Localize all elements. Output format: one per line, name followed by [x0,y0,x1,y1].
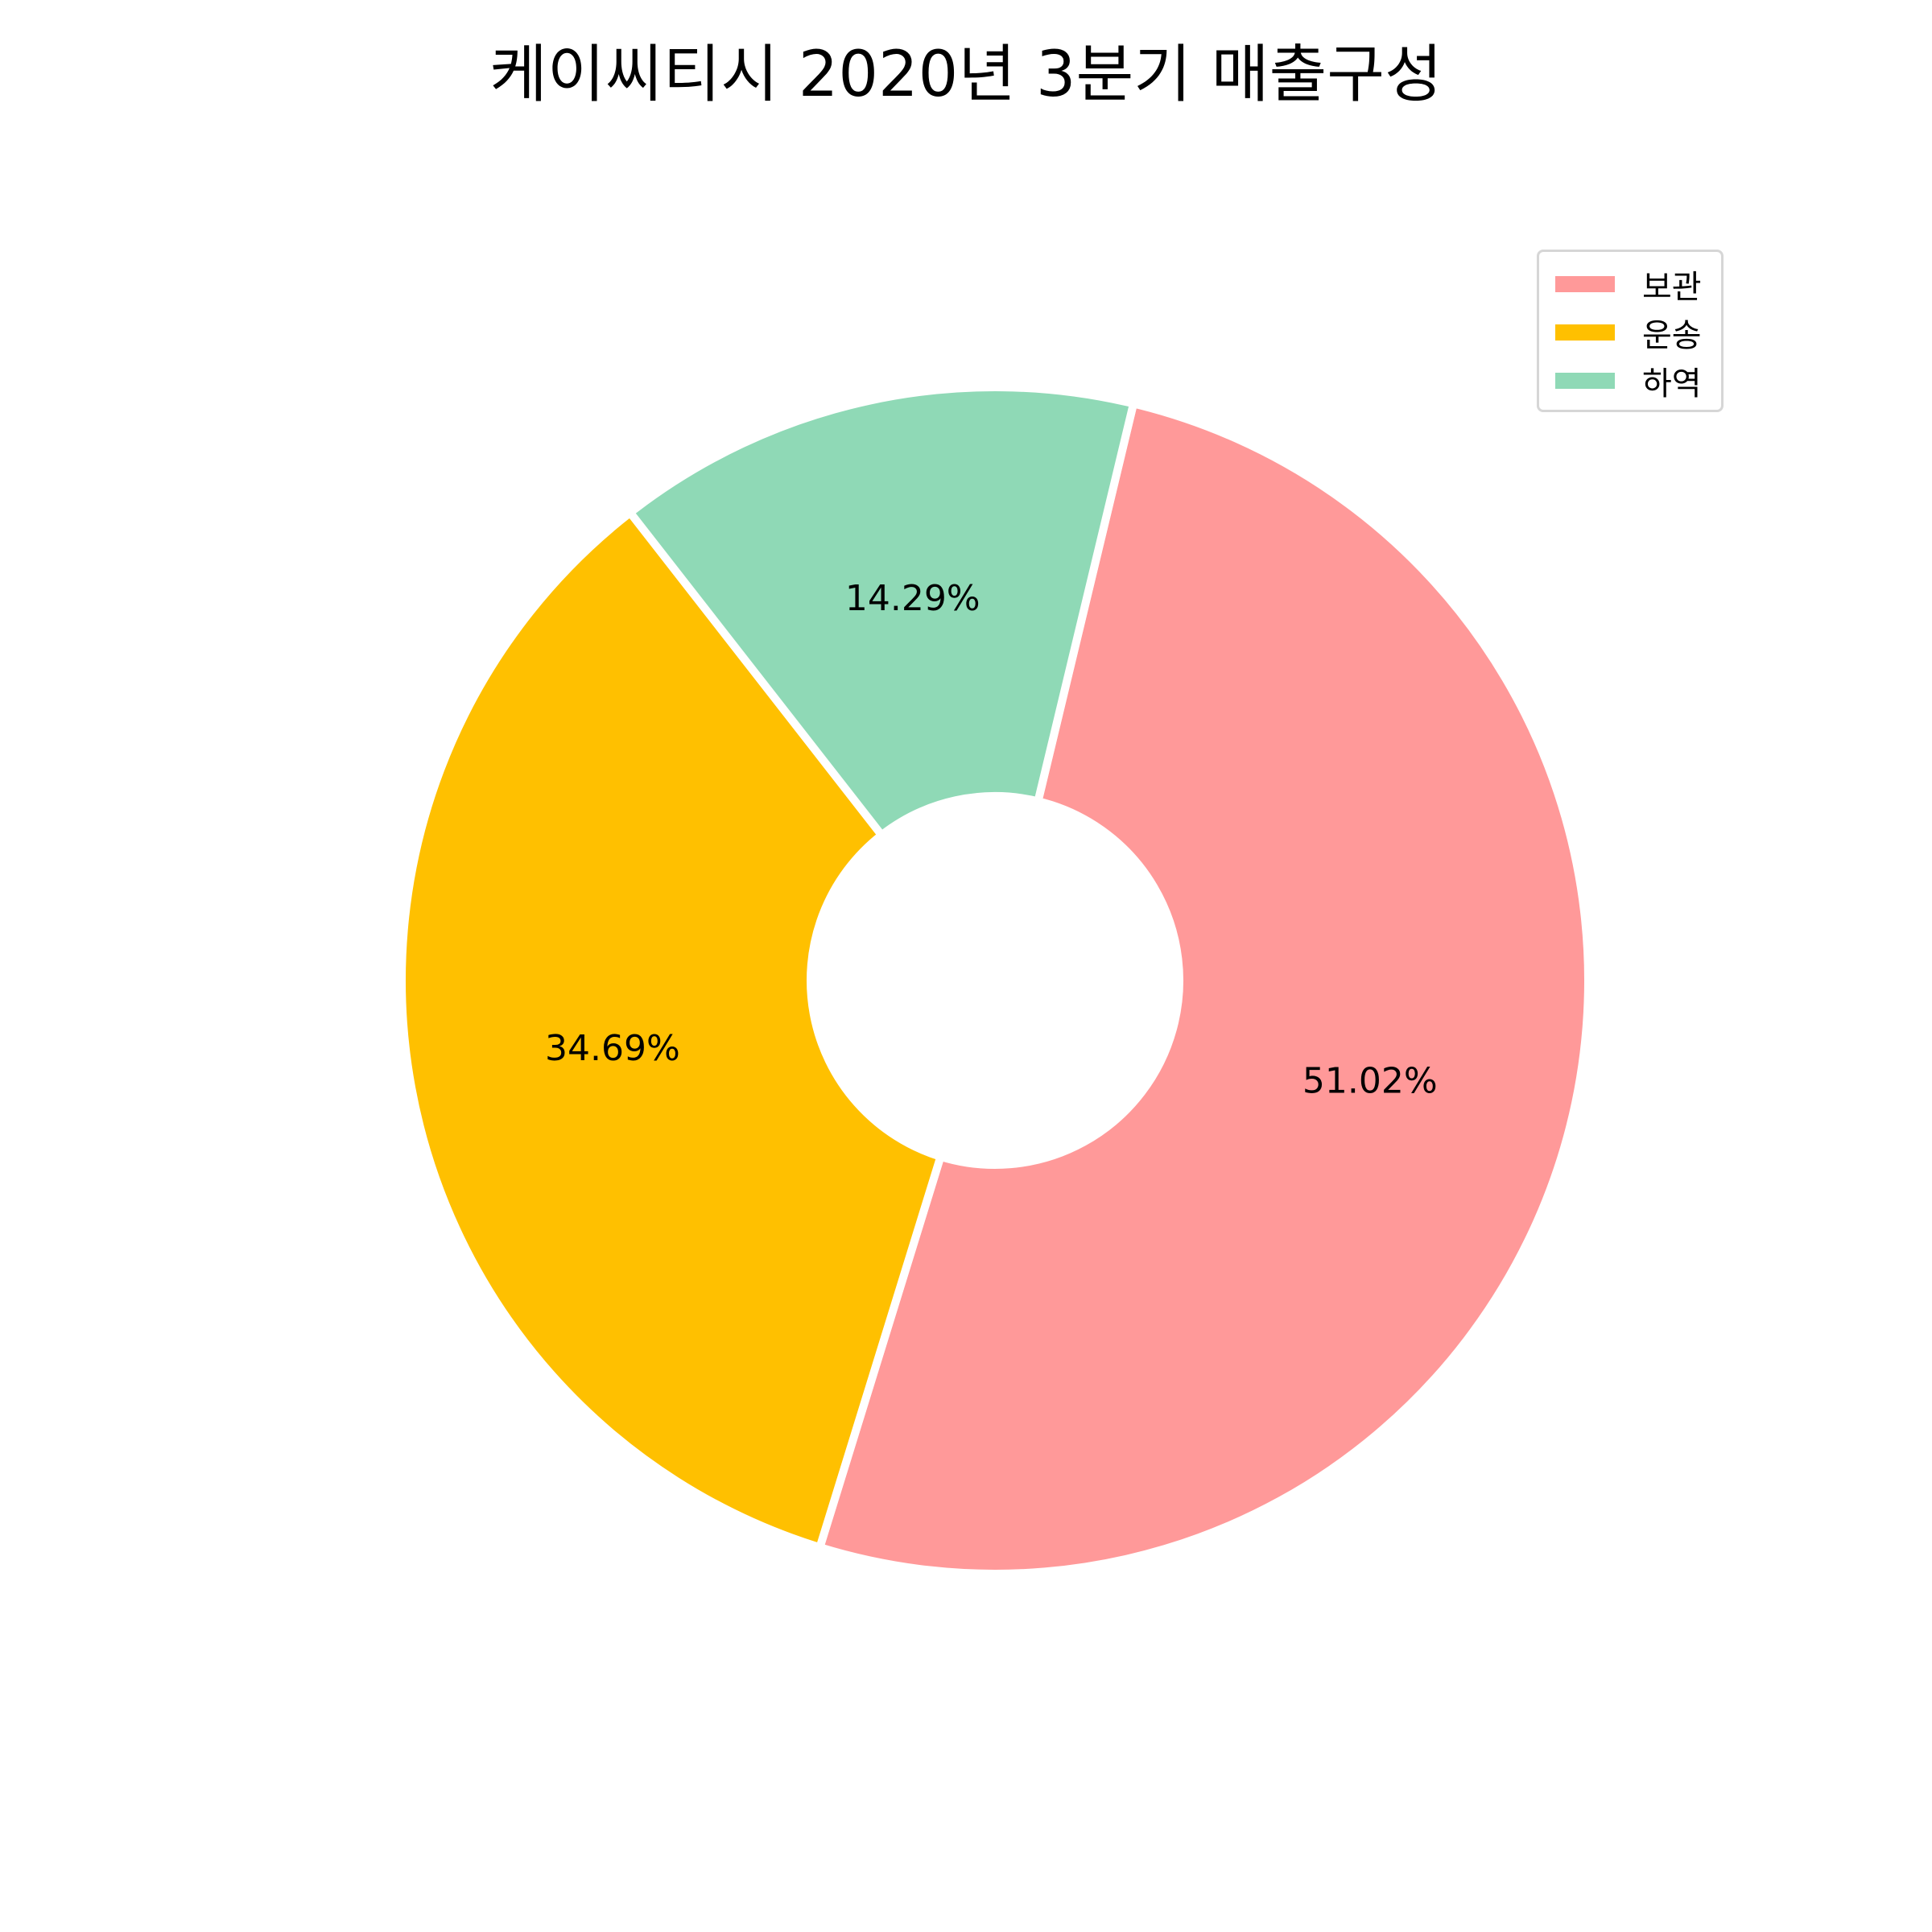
slice-handling [624,383,1139,841]
legend-item-handling: 하역 [1555,357,1721,405]
slice-label-transport: 34.69% [545,1028,680,1069]
legend-item-storage: 보관 [1555,260,1721,308]
legend-swatch-storage [1555,276,1615,292]
legend-label-handling: 하역 [1642,365,1702,402]
slice-transport [397,506,946,1553]
slice-label-storage: 51.02% [1302,1061,1438,1102]
legend-label-storage: 보관 [1642,269,1702,306]
legend-label-transport: 운송 [1642,317,1702,354]
legend-swatch-transport [1555,324,1615,341]
slices-group [397,383,1592,1578]
slice-storage [815,398,1592,1578]
labels-group: 51.02% 34.69% 14.29% [545,578,1438,1102]
slice-label-handling: 14.29% [845,578,980,619]
legend-item-transport: 운송 [1555,308,1721,357]
legend-swatch-handling [1555,373,1615,389]
legend: 보관 운송 하역 [1537,250,1724,412]
chart-title: 케이씨티시 2020년 3분기 매출구성 [489,39,1443,111]
